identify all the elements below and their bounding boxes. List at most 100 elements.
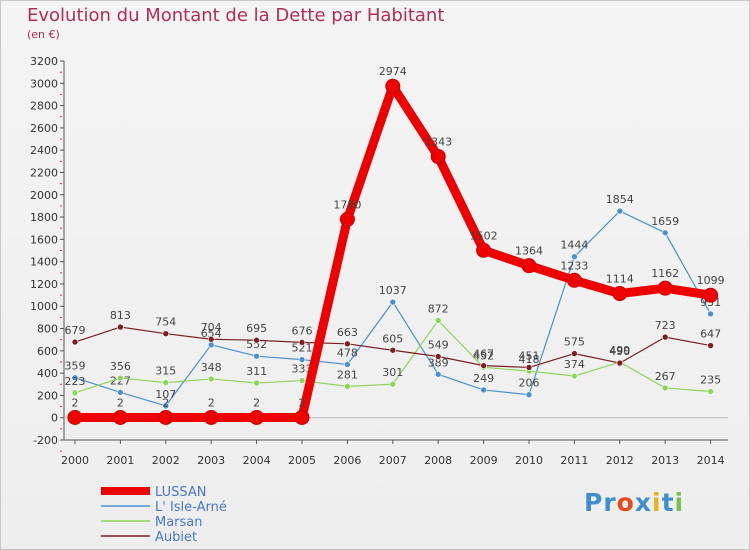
data-point (344, 361, 351, 368)
logo-letter: i (674, 488, 685, 517)
y-tick-label: 2000 (30, 189, 58, 202)
data-label: 1114 (606, 273, 634, 286)
y-tick-label: 800 (37, 323, 58, 336)
data-point (571, 350, 578, 357)
data-point (203, 409, 219, 425)
logo-letter: i (652, 488, 662, 517)
data-label: 451 (519, 349, 540, 362)
data-label: 521 (292, 342, 313, 355)
x-tick-label: 2010 (515, 454, 543, 467)
data-point (71, 374, 79, 381)
data-point (480, 386, 487, 394)
data-label: 2 (117, 396, 124, 409)
data-label: 1780 (333, 198, 361, 211)
y-tick-label: 200 (37, 389, 58, 402)
y-tick-label: 1000 (30, 300, 58, 313)
legend-label: LUSSAN (155, 485, 206, 500)
data-point (703, 287, 719, 303)
data-point (480, 362, 487, 369)
data-label: 663 (337, 326, 358, 339)
data-point (344, 383, 351, 390)
data-label: 1854 (606, 193, 634, 206)
x-tick-label: 2006 (333, 454, 361, 467)
x-tick-label: 2011 (560, 454, 588, 467)
x-tick-label: 2004 (243, 454, 271, 467)
x-tick-label: 2008 (424, 454, 452, 467)
data-point (117, 323, 124, 331)
data-point (117, 389, 124, 396)
data-label: 356 (110, 360, 131, 373)
data-label: 315 (155, 365, 176, 378)
logo-letter: o (616, 488, 635, 517)
data-point (566, 272, 582, 288)
x-tick-label: 2001 (106, 454, 134, 467)
proxiti-logo: Proxiti (584, 488, 684, 517)
data-point (389, 346, 397, 354)
data-point (294, 409, 310, 425)
data-label: 704 (201, 321, 222, 334)
x-tick-label: 2005 (288, 454, 316, 467)
y-tick-label: 600 (37, 345, 58, 358)
data-point (207, 341, 215, 349)
data-label: 2343 (424, 136, 452, 149)
data-point (612, 286, 628, 302)
data-point (253, 336, 260, 344)
data-point (207, 375, 215, 383)
y-tick-label: 3000 (30, 77, 58, 90)
data-point (117, 374, 124, 382)
data-label: 1659 (651, 215, 679, 228)
data-point (339, 211, 355, 227)
data-point (707, 342, 714, 349)
data-label: 2 (208, 396, 215, 409)
logo-letter: t (661, 488, 675, 517)
data-label: 359 (65, 360, 86, 373)
data-label: 2 (253, 396, 260, 409)
data-label: 206 (519, 377, 540, 390)
data-label: 695 (246, 322, 267, 335)
data-point (661, 229, 669, 237)
data-label: 374 (564, 358, 585, 371)
data-label: 348 (201, 361, 222, 374)
data-point (162, 402, 170, 410)
y-tick-label: 1200 (30, 278, 58, 291)
data-point (476, 242, 492, 258)
data-point (434, 353, 442, 360)
y-tick-label: 2800 (30, 100, 58, 113)
data-label: 1502 (470, 229, 498, 242)
data-label: 1444 (560, 239, 588, 252)
data-label: 267 (655, 370, 676, 383)
chart-title: Evolution du Montant de la Dette par Hab… (27, 5, 445, 26)
data-point (298, 356, 306, 363)
data-point (571, 372, 578, 380)
data-label: 754 (155, 316, 176, 329)
data-label: 235 (700, 374, 721, 387)
data-label: 813 (110, 309, 131, 322)
data-point (389, 380, 397, 388)
chart-subtitle: (en €) (27, 28, 60, 41)
data-label: 389 (428, 356, 449, 369)
data-point (525, 391, 533, 399)
data-label: 1364 (515, 245, 543, 258)
data-label: 2974 (379, 65, 407, 78)
data-label: 311 (246, 365, 267, 378)
y-tick-label: 400 (37, 367, 58, 380)
y-tick-label: 1600 (30, 233, 58, 246)
data-label: 490 (609, 345, 630, 358)
x-tick-label: 2007 (379, 454, 407, 467)
data-label: 654 (201, 327, 222, 340)
data-label: 2 (72, 396, 79, 409)
y-tick-label: 2200 (30, 166, 58, 179)
x-tick-label: 2009 (470, 454, 498, 467)
data-label: 647 (700, 328, 721, 341)
y-tick-label: -200 (33, 434, 58, 447)
data-label: 549 (428, 339, 449, 352)
data-label: 1162 (651, 267, 679, 280)
y-tick-label: 1800 (30, 211, 58, 224)
data-label: 301 (382, 366, 403, 379)
data-point (67, 409, 83, 425)
data-label: 872 (428, 303, 449, 316)
data-label: 1233 (560, 259, 588, 272)
data-point (207, 335, 215, 343)
data-label: 552 (246, 338, 267, 351)
